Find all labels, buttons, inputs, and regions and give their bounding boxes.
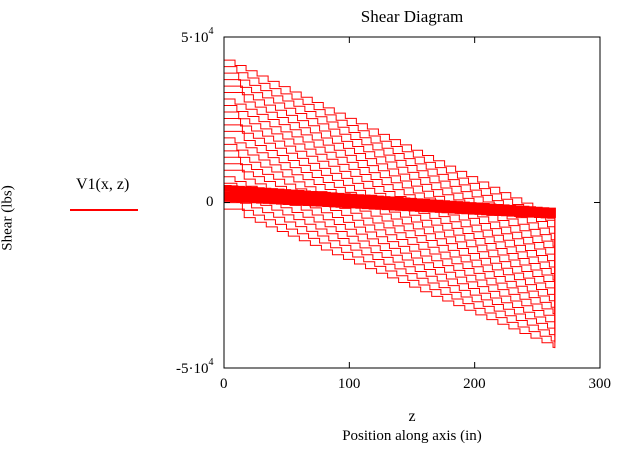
shear-curve <box>224 195 556 337</box>
x-tick-label: 100 <box>337 376 361 392</box>
x-variable-label: z <box>408 408 416 425</box>
x-axis-label: Position along axis (in) <box>342 428 482 444</box>
y-tick-label: 0 <box>206 193 214 210</box>
y-tick-label: -5·104 <box>176 357 214 377</box>
shear-curve <box>224 98 556 253</box>
shear-curve <box>224 66 556 225</box>
shear-curve <box>224 59 556 220</box>
chart-title: Shear Diagram <box>360 7 464 26</box>
shear-curve <box>224 117 556 270</box>
legend-label: V1(x, z) <box>76 176 130 193</box>
y-axis-label: Shear (lbs) <box>0 185 16 251</box>
shear-curve <box>224 156 556 304</box>
x-tick-label: 300 <box>588 376 612 392</box>
shear-curve <box>224 92 556 248</box>
shear-band-curve <box>224 199 556 219</box>
shear-curve <box>224 189 556 332</box>
x-tick-label: 200 <box>463 376 486 392</box>
shear-curve <box>224 182 556 326</box>
shear-curve <box>224 85 556 242</box>
shear-curve <box>224 150 556 298</box>
x-tick-label: 0 <box>220 376 228 392</box>
y-tick-label: 5·104 <box>181 26 214 46</box>
shear-curves <box>224 59 556 349</box>
shear-curve <box>224 163 556 309</box>
axis-ticks <box>223 36 601 369</box>
shear-curve <box>224 208 556 349</box>
shear-curve <box>224 137 556 287</box>
shear-curve <box>224 202 556 343</box>
shear-curve <box>224 143 556 293</box>
shear-curve <box>224 105 556 259</box>
legend-line-swatch <box>70 209 138 211</box>
shear-curve <box>224 111 556 264</box>
